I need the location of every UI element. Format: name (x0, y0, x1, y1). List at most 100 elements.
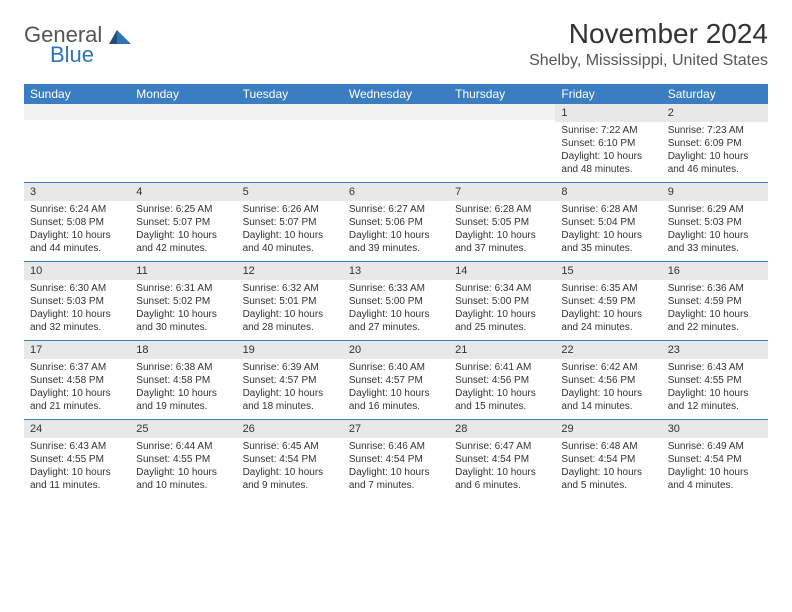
weekday-header: Thursday (449, 84, 555, 104)
page-title: November 2024 (529, 18, 768, 50)
calendar-cell: 26Sunrise: 6:45 AMSunset: 4:54 PMDayligh… (237, 420, 343, 498)
calendar-cell: 28Sunrise: 6:47 AMSunset: 4:54 PMDayligh… (449, 420, 555, 498)
sunrise-text: Sunrise: 6:26 AM (243, 203, 337, 216)
cell-body: Sunrise: 6:39 AMSunset: 4:57 PMDaylight:… (237, 359, 343, 417)
calendar-cell: 9Sunrise: 6:29 AMSunset: 5:03 PMDaylight… (662, 183, 768, 261)
sunset-text: Sunset: 4:58 PM (30, 374, 124, 387)
sunset-text: Sunset: 4:57 PM (349, 374, 443, 387)
daylight-text: Daylight: 10 hours and 46 minutes. (668, 150, 762, 176)
day-number: 29 (555, 420, 661, 438)
sunrise-text: Sunrise: 6:48 AM (561, 440, 655, 453)
sunset-text: Sunset: 4:55 PM (30, 453, 124, 466)
sunset-text: Sunset: 5:06 PM (349, 216, 443, 229)
sunrise-text: Sunrise: 6:30 AM (30, 282, 124, 295)
day-number (130, 104, 236, 120)
calendar-cell (24, 104, 130, 182)
daylight-text: Daylight: 10 hours and 21 minutes. (30, 387, 124, 413)
daylight-text: Daylight: 10 hours and 24 minutes. (561, 308, 655, 334)
cell-body: Sunrise: 6:35 AMSunset: 4:59 PMDaylight:… (555, 280, 661, 338)
cell-body: Sunrise: 6:40 AMSunset: 4:57 PMDaylight:… (343, 359, 449, 417)
calendar-cell: 1Sunrise: 7:22 AMSunset: 6:10 PMDaylight… (555, 104, 661, 182)
sunrise-text: Sunrise: 6:35 AM (561, 282, 655, 295)
cell-body: Sunrise: 6:30 AMSunset: 5:03 PMDaylight:… (24, 280, 130, 338)
daylight-text: Daylight: 10 hours and 32 minutes. (30, 308, 124, 334)
day-number: 6 (343, 183, 449, 201)
cell-body: Sunrise: 6:44 AMSunset: 4:55 PMDaylight:… (130, 438, 236, 496)
cell-body: Sunrise: 6:24 AMSunset: 5:08 PMDaylight:… (24, 201, 130, 259)
day-number (343, 104, 449, 120)
sunset-text: Sunset: 4:57 PM (243, 374, 337, 387)
calendar-cell (449, 104, 555, 182)
logo-text-blue: Blue (50, 44, 131, 66)
sunset-text: Sunset: 5:07 PM (136, 216, 230, 229)
day-number: 23 (662, 341, 768, 359)
daylight-text: Daylight: 10 hours and 4 minutes. (668, 466, 762, 492)
daylight-text: Daylight: 10 hours and 16 minutes. (349, 387, 443, 413)
daylight-text: Daylight: 10 hours and 7 minutes. (349, 466, 443, 492)
sunset-text: Sunset: 4:54 PM (349, 453, 443, 466)
calendar-week: 1 Sunrise: 7:22 AMSunset: 6:10 PM Daylight… (24, 104, 768, 182)
calendar-grid: 1 Sunrise: 7:22 AMSunset: 6:10 PM Daylight… (24, 104, 768, 498)
sunrise-text: Sunrise: 6:28 AM (561, 203, 655, 216)
day-number: 22 (555, 341, 661, 359)
sunrise-text: Sunrise: 7:23 AM (668, 124, 762, 137)
calendar-cell: 16 Sunrise: 6:36 AMSunset: 4:59 PMDayligh… (662, 262, 768, 340)
sunset-text: Sunset: 4:56 PM (455, 374, 549, 387)
day-number: 1 (555, 104, 661, 122)
calendar-cell: 7Sunrise: 6:28 AMSunset: 5:05 PMDaylight… (449, 183, 555, 261)
sunrise-text: Sunrise: 6:34 AM (455, 282, 549, 295)
calendar-cell: 23Sunrise: 6:43 AMSunset: 4:55 PMDayligh… (662, 341, 768, 419)
daylight-text: Daylight: 10 hours and 6 minutes. (455, 466, 549, 492)
day-number: 25 (130, 420, 236, 438)
weekday-header: Monday (130, 84, 236, 104)
location-text: Shelby, Mississippi, United States (529, 52, 768, 70)
day-number (449, 104, 555, 120)
sunset-text: Sunset: 5:01 PM (243, 295, 337, 308)
cell-body: Sunrise: 6:25 AMSunset: 5:07 PMDaylight:… (130, 201, 236, 259)
day-number: 26 (237, 420, 343, 438)
daylight-text: Daylight: 10 hours and 22 minutes. (668, 308, 762, 334)
sunset-text: Sunset: 5:07 PM (243, 216, 337, 229)
day-number: 19 (237, 341, 343, 359)
daylight-text: Daylight: 10 hours and 15 minutes. (455, 387, 549, 413)
sunrise-text: Sunrise: 6:49 AM (668, 440, 762, 453)
cell-body: Sunrise: 6:28 AMSunset: 5:05 PMDaylight:… (449, 201, 555, 259)
calendar-week: 17Sunrise: 6:37 AMSunset: 4:58 PMDayligh… (24, 340, 768, 419)
sunrise-text: Sunrise: 6:36 AM (668, 282, 762, 295)
daylight-text: Daylight: 10 hours and 28 minutes. (243, 308, 337, 334)
cell-body: Sunrise: 6:42 AMSunset: 4:56 PMDaylight:… (555, 359, 661, 417)
calendar-cell: 18Sunrise: 6:38 AMSunset: 4:58 PMDayligh… (130, 341, 236, 419)
day-number: 15 (555, 262, 661, 280)
sunrise-text: Sunrise: 7:22 AM (561, 124, 655, 137)
day-number: 14 (449, 262, 555, 280)
day-number: 4 (130, 183, 236, 201)
daylight-text: Daylight: 10 hours and 33 minutes. (668, 229, 762, 255)
sunrise-text: Sunrise: 6:43 AM (30, 440, 124, 453)
sunset-text: Sunset: 4:56 PM (561, 374, 655, 387)
calendar-cell: 19Sunrise: 6:39 AMSunset: 4:57 PMDayligh… (237, 341, 343, 419)
calendar-cell: 30Sunrise: 6:49 AMSunset: 4:54 PMDayligh… (662, 420, 768, 498)
sunrise-text: Sunrise: 6:38 AM (136, 361, 230, 374)
sunrise-text: Sunrise: 6:24 AM (30, 203, 124, 216)
daylight-text: Daylight: 10 hours and 42 minutes. (136, 229, 230, 255)
calendar-cell: 11Sunrise: 6:31 AMSunset: 5:02 PMDayligh… (130, 262, 236, 340)
cell-body: Sunrise: 6:38 AMSunset: 4:58 PMDaylight:… (130, 359, 236, 417)
cell-body: Sunrise: 6:33 AMSunset: 5:00 PMDaylight:… (343, 280, 449, 338)
cell-body: Sunrise: 6:29 AMSunset: 5:03 PMDaylight:… (662, 201, 768, 259)
calendar-cell: 27Sunrise: 6:46 AMSunset: 4:54 PMDayligh… (343, 420, 449, 498)
cell-body: Sunrise: 6:48 AMSunset: 4:54 PMDaylight:… (555, 438, 661, 496)
sunset-text: Sunset: 4:59 PM (561, 295, 655, 308)
weekday-header: Saturday (662, 84, 768, 104)
cell-body: Sunrise: 6:37 AMSunset: 4:58 PMDaylight:… (24, 359, 130, 417)
sunset-text: Sunset: 4:59 PM (668, 295, 762, 308)
cell-body: Sunrise: 6:45 AMSunset: 4:54 PMDaylight:… (237, 438, 343, 496)
sunrise-text: Sunrise: 6:44 AM (136, 440, 230, 453)
day-number: 16 (662, 262, 768, 280)
sunset-text: Sunset: 5:00 PM (349, 295, 443, 308)
logo: General Blue (24, 18, 131, 66)
sunset-text: Sunset: 6:10 PM (561, 137, 655, 150)
cell-body: Sunrise: 6:28 AMSunset: 5:04 PMDaylight:… (555, 201, 661, 259)
daylight-text: Daylight: 10 hours and 25 minutes. (455, 308, 549, 334)
daylight-text: Daylight: 10 hours and 18 minutes. (243, 387, 337, 413)
sunset-text: Sunset: 4:54 PM (455, 453, 549, 466)
